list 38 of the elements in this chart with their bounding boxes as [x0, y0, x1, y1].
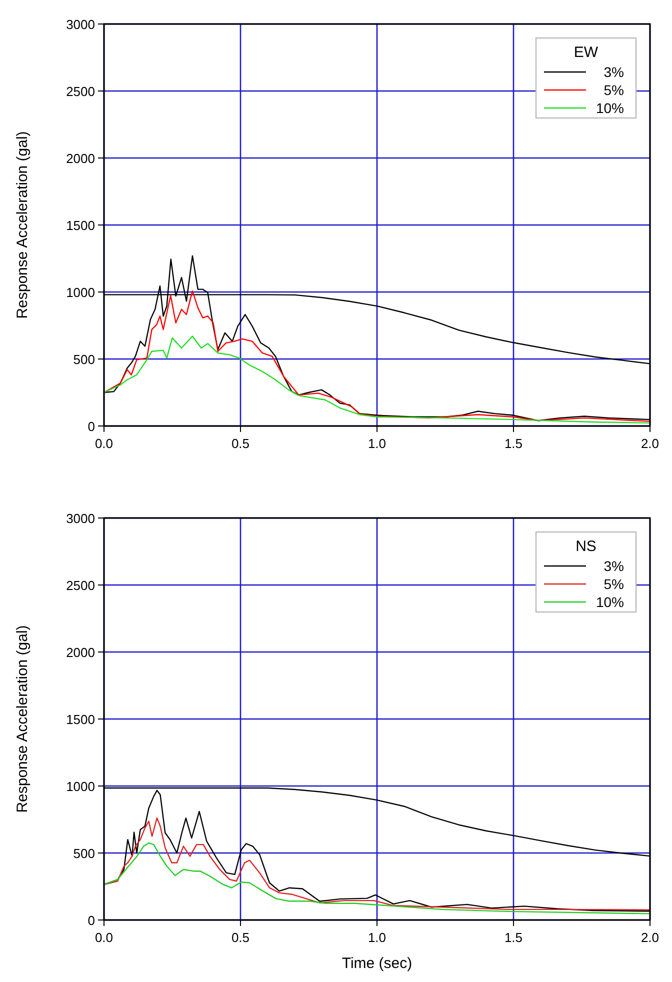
y-tick-label: 0 — [88, 913, 95, 928]
y-tick-label: 1000 — [66, 779, 95, 794]
x-tick-label: 0.5 — [231, 930, 250, 945]
y-tick-label: 1500 — [66, 218, 95, 233]
legend-label: 3% — [604, 558, 624, 574]
y-axis-title: Response Acceleration (gal) — [14, 625, 31, 813]
y-tick-label: 0 — [88, 419, 95, 434]
y-axis-title: Response Acceleration (gal) — [14, 131, 31, 319]
y-tick-label: 2000 — [66, 645, 95, 660]
y-tick-label: 2500 — [66, 578, 95, 593]
x-tick-label: 0.0 — [94, 930, 114, 945]
y-tick-label: 1000 — [66, 285, 95, 300]
legend-label: 3% — [604, 64, 624, 80]
y-tick-label: 3000 — [66, 511, 95, 526]
x-tick-label: 2.0 — [640, 930, 660, 945]
x-tick-label: 1.5 — [504, 930, 523, 945]
legend-label: 10% — [596, 594, 624, 610]
x-tick-label: 1.5 — [504, 436, 523, 451]
line-series — [103, 842, 651, 914]
legend-label: 10% — [596, 100, 624, 116]
y-tick-label: 2000 — [66, 151, 95, 166]
x-tick-label: 0.0 — [94, 436, 114, 451]
x-tick-label: 0.5 — [231, 436, 250, 451]
line-series — [103, 817, 651, 910]
legend-label: 5% — [604, 82, 624, 98]
legend-title: NS — [576, 538, 596, 555]
line-series — [103, 336, 651, 424]
x-tick-label: 1.0 — [368, 436, 386, 451]
x-tick-label: 1.0 — [368, 930, 386, 945]
y-tick-label: 2500 — [66, 84, 95, 99]
y-tick-label: 3000 — [66, 17, 95, 32]
legend-title: EW — [574, 44, 599, 61]
y-tick-label: 500 — [73, 352, 95, 367]
x-axis-title: Time (sec) — [342, 955, 412, 972]
legend-label: 5% — [604, 576, 624, 592]
y-tick-label: 1500 — [66, 712, 95, 727]
x-tick-label: 2.0 — [640, 436, 660, 451]
y-tick-label: 500 — [73, 846, 95, 861]
